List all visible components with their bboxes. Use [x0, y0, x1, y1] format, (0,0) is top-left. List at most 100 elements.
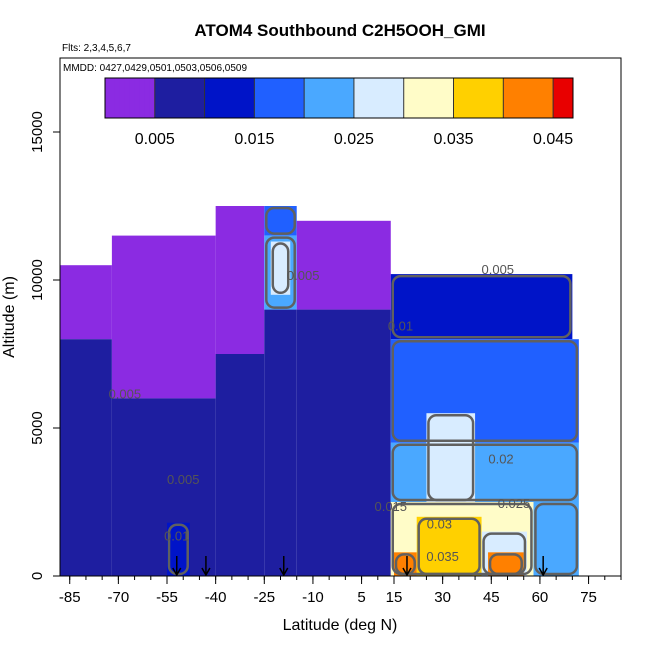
- colorbar-tick-label-4: 0.045: [533, 131, 573, 148]
- colorbar-segment-6: [134, 78, 141, 118]
- colorbar-segment-1: [109, 78, 116, 118]
- colorbar-segment-34: [274, 78, 280, 118]
- x-tick-label-0: -85: [59, 589, 81, 606]
- colorbar-segment-72: [463, 78, 469, 118]
- colorbar-segment-51: [358, 78, 365, 118]
- heat-cell-20: [416, 516, 482, 576]
- colorbar-segment-86: [533, 78, 539, 118]
- y-tick-label-0: 0: [29, 572, 46, 580]
- y-tick-label-3: 15000: [29, 111, 46, 153]
- flight-arrow-4: [538, 556, 548, 577]
- contour-label-2: 0.01: [164, 528, 189, 543]
- colorbar-segment-63: [418, 78, 425, 118]
- colorbar-segment-58: [393, 78, 400, 118]
- contour-label-9: 0.03: [427, 517, 452, 532]
- colorbar-segment-89: [548, 78, 554, 118]
- colorbar-segment-33: [269, 78, 275, 118]
- heat-cell-6: [215, 206, 265, 354]
- colorbar-tick-label-1: 0.015: [234, 131, 274, 148]
- colorbar-segment-50: [353, 78, 360, 118]
- y-axis: 0 5000 10000 15000: [29, 58, 61, 580]
- heat-cell-0: [60, 265, 112, 340]
- colorbar-segment-19: [199, 78, 206, 118]
- colorbar-segment-92: [563, 78, 569, 118]
- colorbar-segment-88: [543, 78, 549, 118]
- colorbar-segment-37: [289, 78, 295, 118]
- x-tick-label-10: 60: [532, 589, 549, 606]
- colorbar-segment-7: [139, 78, 146, 118]
- x-tick-label-3: -40: [205, 589, 227, 606]
- x-tick-label-7: 15: [386, 589, 403, 606]
- contour-line-8: [265, 206, 296, 235]
- x-axis: -85 -70 -55 -40 -25 -10 5 15 30 45 60 75: [59, 575, 622, 606]
- colorbar-segment-44: [324, 78, 330, 118]
- colorbar-segment-35: [279, 78, 285, 118]
- colorbar-segment-10: [154, 78, 161, 118]
- heat-cell-10: [270, 241, 291, 295]
- colorbar-segment-41: [309, 78, 315, 118]
- x-axis-label: Latitude (deg N): [283, 617, 398, 634]
- x-tick-label-2: -55: [156, 589, 178, 606]
- colorbar-segment-74: [473, 78, 479, 118]
- contour-label-7: 0.025: [498, 496, 531, 511]
- colorbar-segment-30: [254, 78, 260, 118]
- colorbar-segment-8: [144, 78, 151, 118]
- colorbar-segment-68: [443, 78, 450, 118]
- contour-line-16: [391, 443, 579, 502]
- contour-label-3: 0.005: [287, 268, 320, 283]
- colorbar-segment-27: [239, 78, 245, 118]
- contour-label-8: 0.015: [374, 499, 407, 514]
- colorbar-segment-81: [508, 78, 514, 118]
- colorbar-segment-47: [339, 78, 345, 118]
- colorbar-segment-60: [403, 78, 410, 118]
- colorbar-segment-90: [553, 78, 559, 118]
- colorbar-segment-83: [518, 78, 524, 118]
- contour-line-21: [394, 553, 416, 576]
- colorbar-segment-2: [114, 78, 121, 118]
- x-tick-label-4: -25: [253, 589, 275, 606]
- colorbar-segment-18: [194, 78, 201, 118]
- colorbar-frame: [104, 77, 574, 119]
- x-tick-label-11: 75: [580, 589, 597, 606]
- colorbar-segment-75: [478, 78, 484, 118]
- contour-label-0: 0.005: [109, 386, 142, 401]
- colorbar-segment-46: [334, 78, 340, 118]
- heat-cell-15: [390, 339, 579, 443]
- colorbar-segment-80: [503, 78, 509, 118]
- colorbar-segment-11: [159, 78, 166, 118]
- colorbar-segment-4: [124, 78, 131, 118]
- heat-cell-18: [533, 502, 579, 576]
- colorbar-segment-39: [299, 78, 305, 118]
- contour-line-18: [534, 502, 579, 576]
- heat-cell-11: [264, 309, 297, 576]
- colorbar-segment-76: [483, 78, 489, 118]
- colorbar-tick-label-2: 0.025: [334, 131, 374, 148]
- colorbar-segment-56: [383, 78, 390, 118]
- y-tick-label-1: 5000: [29, 411, 46, 444]
- colorbar-segment-0: [105, 78, 111, 118]
- colorbar-segment-9: [149, 78, 156, 118]
- colorbar-segment-29: [249, 78, 255, 118]
- x-tick-label-1: -70: [108, 589, 130, 606]
- flight-arrow-1: [201, 556, 211, 577]
- colorbar-segment-3: [119, 78, 126, 118]
- dates-annotation: MMDD: 0427,0429,0501,0503,0506,0509: [63, 63, 247, 74]
- colorbar-segment-22: [214, 78, 221, 118]
- colorbar-segment-12: [164, 78, 171, 118]
- colorbar-segment-84: [523, 78, 529, 118]
- contour-labels: 0.005 0.005 0.01 0.005 0.005 0.01 0.02 0.025 0.0…: [109, 262, 531, 564]
- colorbar-segment-55: [378, 78, 385, 118]
- colorbar-segment-62: [413, 78, 420, 118]
- x-tick-label-8: 30: [434, 589, 451, 606]
- colorbar-segment-21: [209, 78, 216, 118]
- contour-line-14: [391, 274, 572, 339]
- colorbar-segment-17: [189, 78, 196, 118]
- colorbar-segment-23: [219, 78, 225, 118]
- contour-label-1: 0.005: [167, 472, 200, 487]
- heat-cell-17: [426, 413, 476, 502]
- colorbar-segment-78: [493, 78, 499, 118]
- contour-label-4: 0.005: [482, 262, 515, 277]
- contour-line-9: [265, 236, 296, 309]
- heat-cell-12: [296, 220, 391, 310]
